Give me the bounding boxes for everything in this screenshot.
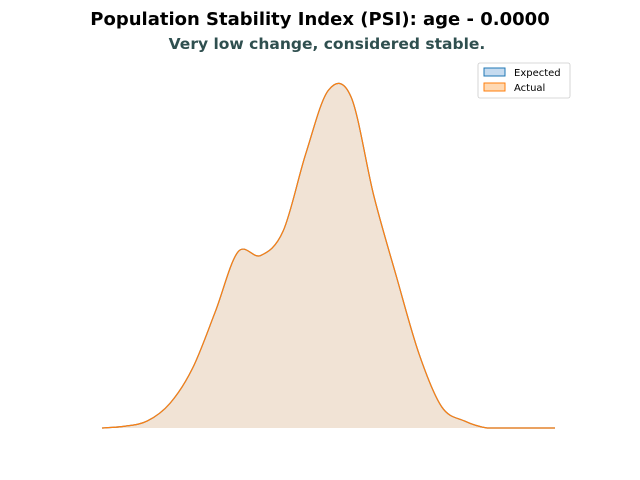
plot-area	[101, 82, 555, 429]
legend-swatch-actual	[483, 82, 506, 92]
legend: Expected Actual	[477, 62, 571, 99]
chart-title: Population Stability Index (PSI): age - …	[90, 9, 549, 30]
area-actual	[102, 83, 555, 429]
chart-subtitle: Very low change, considered stable.	[169, 35, 486, 53]
legend-swatch-expected	[483, 67, 506, 77]
legend-label-expected: Expected	[514, 68, 561, 79]
line-actual	[101, 82, 555, 429]
legend-label-actual: Actual	[514, 83, 545, 94]
